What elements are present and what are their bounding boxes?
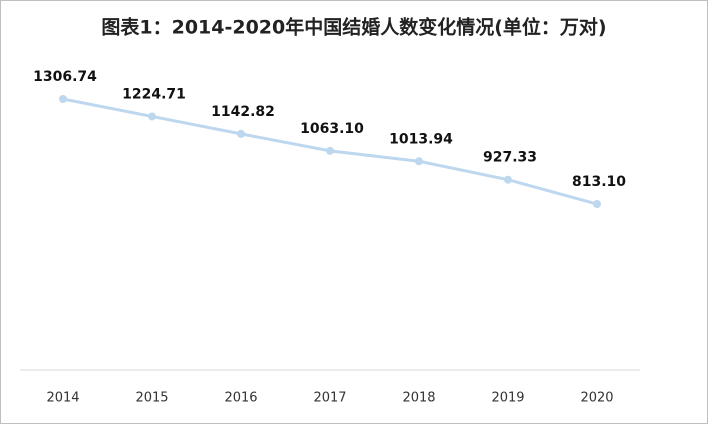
x-tick-label: 2018	[402, 391, 435, 406]
data-label: 813.10	[572, 174, 626, 190]
point	[237, 129, 245, 138]
data-label: 1013.94	[389, 131, 453, 147]
x-tick-label: 2020	[580, 391, 613, 406]
data-label: 927.33	[483, 150, 537, 166]
x-tick-label: 2014	[46, 391, 79, 406]
data-label: 1142.82	[211, 104, 275, 120]
x-tick-label: 2017	[313, 391, 346, 406]
data-label: 1063.10	[300, 121, 364, 137]
point	[148, 112, 156, 121]
data-label: 1224.71	[122, 86, 186, 102]
point	[326, 146, 334, 155]
x-tick-label: 2019	[491, 391, 524, 406]
data-label: 1306.74	[33, 69, 97, 85]
x-tick-label: 2015	[135, 391, 168, 406]
point	[593, 200, 601, 209]
chart-title: 图表1：2014-2020年中国结婚人数变化情况(单位：万对)	[101, 16, 606, 39]
x-tick-label: 2016	[224, 391, 257, 406]
point	[504, 175, 512, 184]
point	[59, 95, 67, 103]
point	[415, 157, 423, 166]
